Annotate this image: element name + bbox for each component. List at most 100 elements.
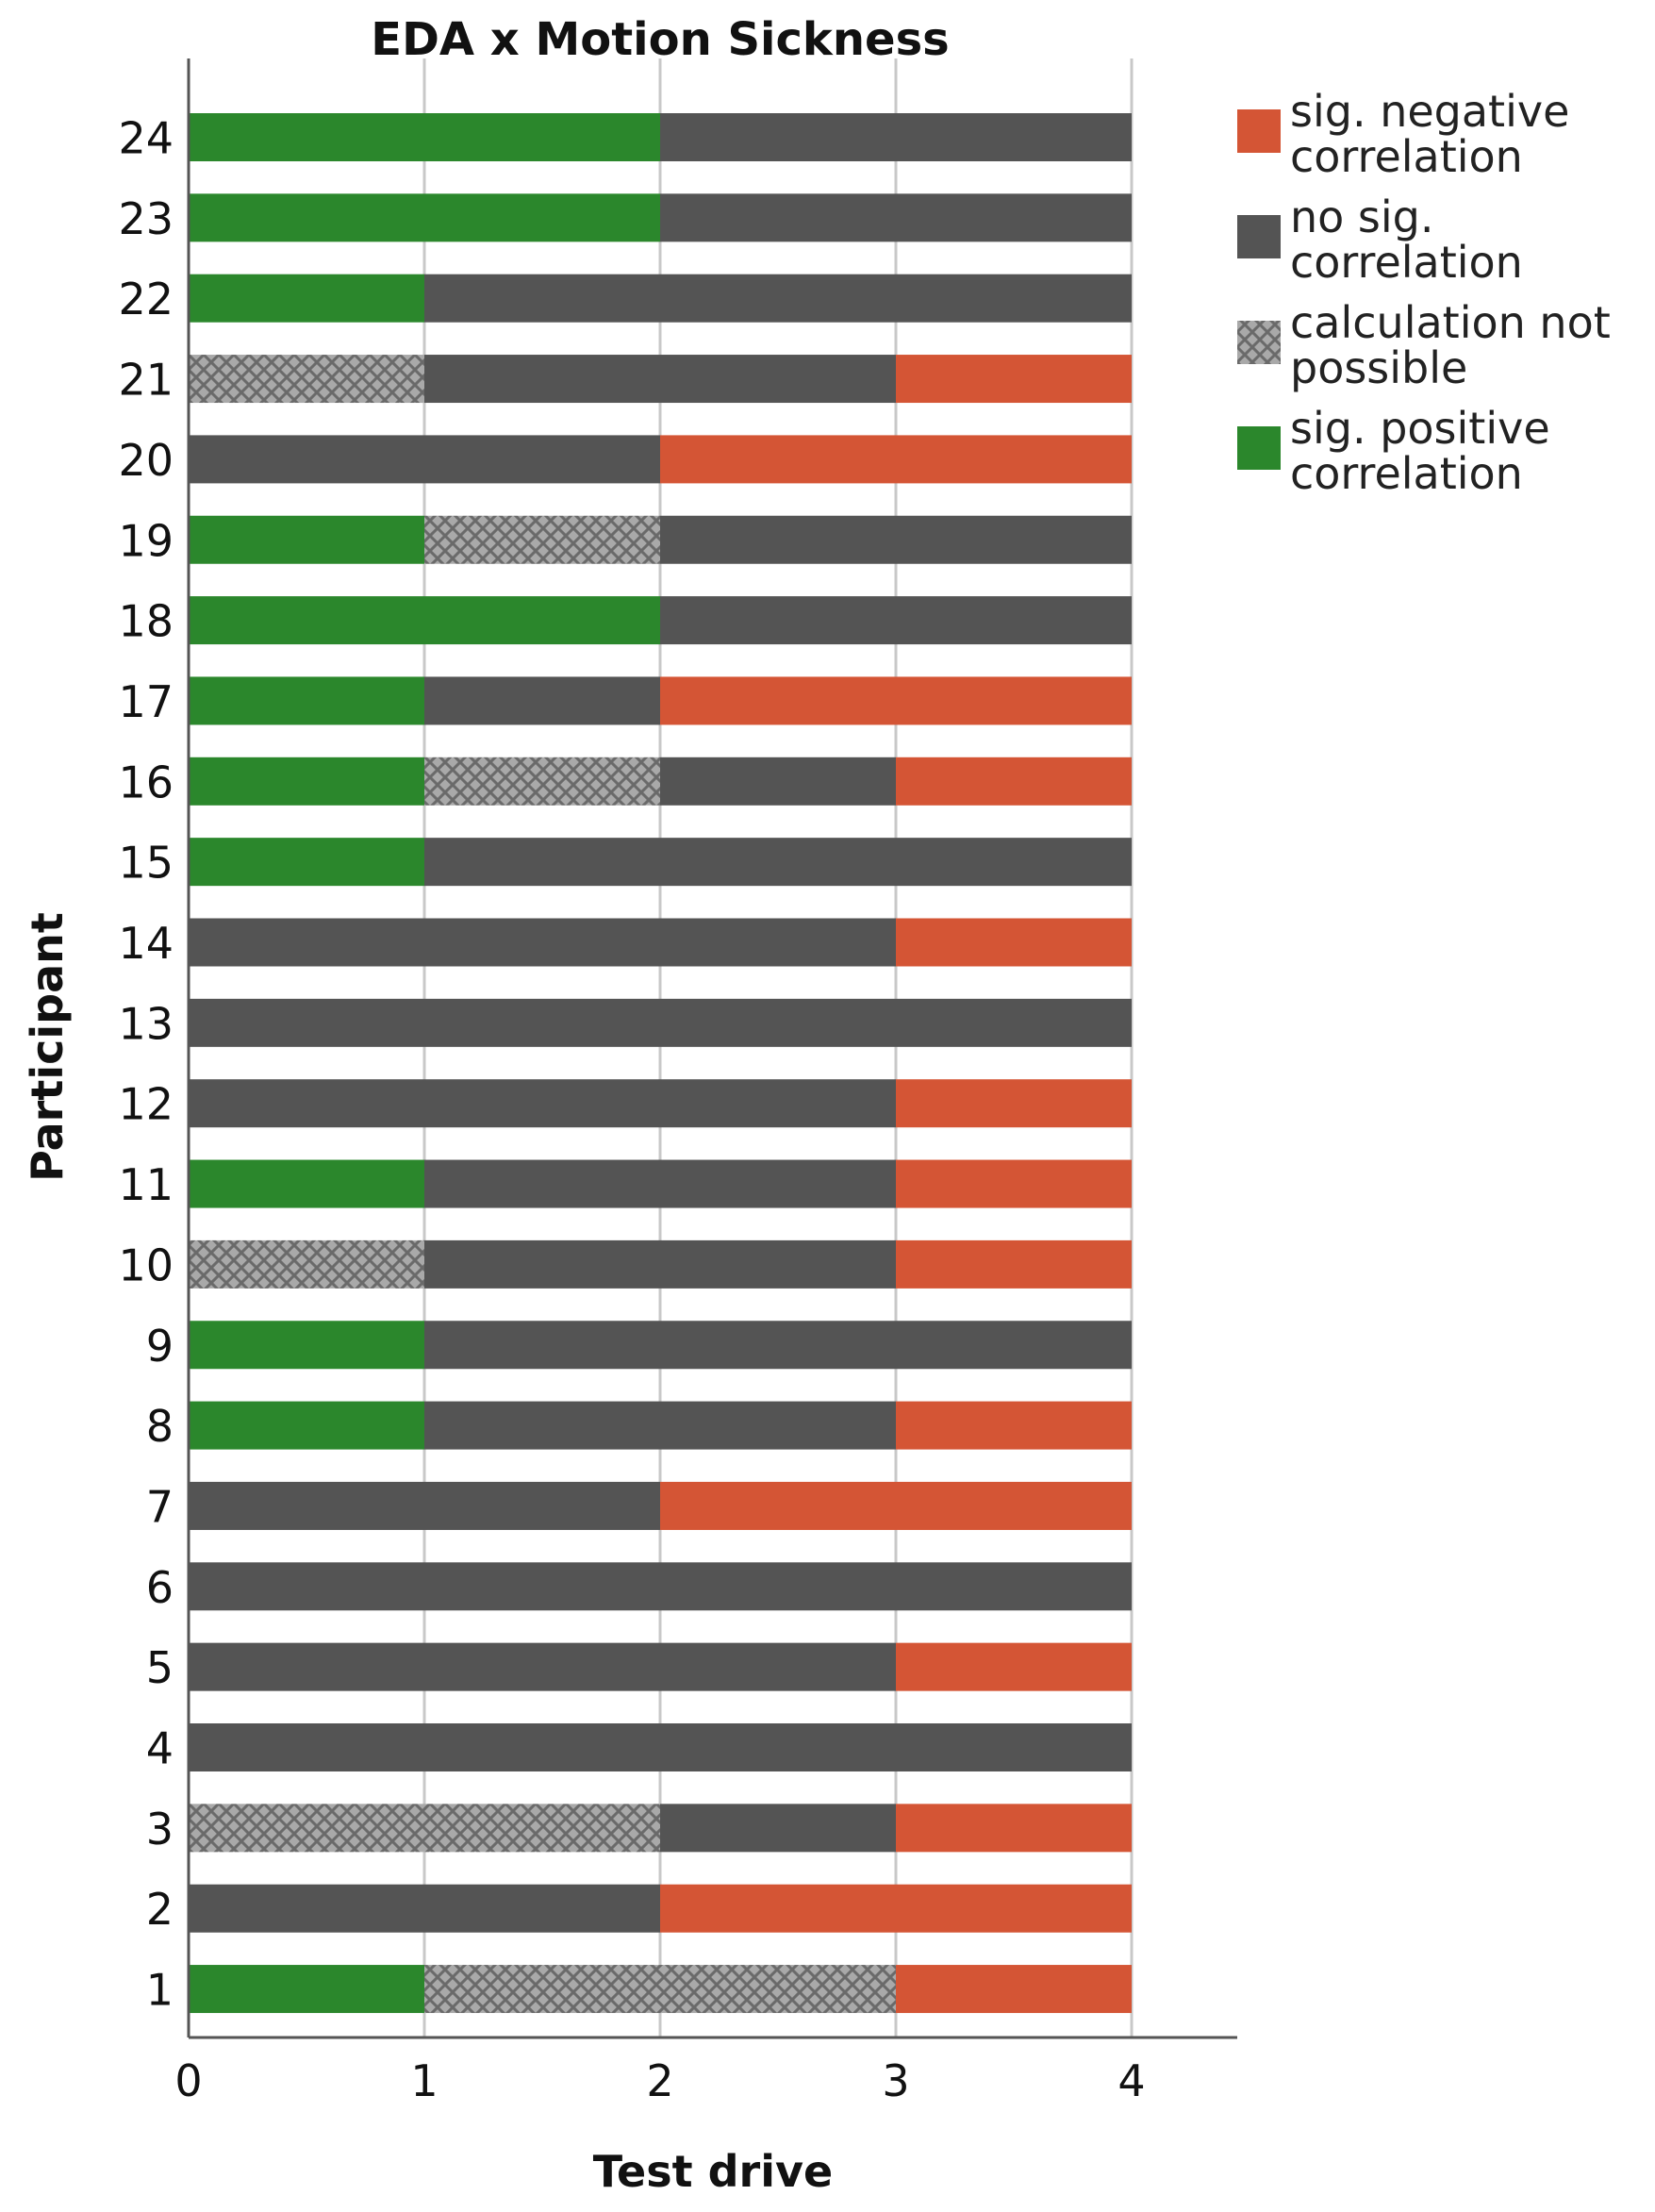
bar-participant-2-drive-4 xyxy=(896,1884,1132,1933)
legend-label: sig. positive xyxy=(1290,403,1550,454)
bar-participant-17-drive-4 xyxy=(896,676,1132,725)
bar-participant-13-drive-3 xyxy=(660,998,896,1047)
bar-participant-24-drive-3 xyxy=(660,113,896,161)
bar-participant-8-drive-4 xyxy=(896,1401,1132,1450)
bar-participant-8-drive-1 xyxy=(189,1401,424,1450)
bar-participant-22-drive-3 xyxy=(660,274,896,323)
bar-participant-22-drive-1 xyxy=(189,274,424,323)
bar-participant-1-drive-3 xyxy=(660,1965,896,2014)
y-axis-label: Participant xyxy=(22,912,73,1182)
bar-participant-19-drive-1 xyxy=(189,515,424,564)
bar-participant-6-drive-4 xyxy=(896,1562,1132,1611)
y-tick-label: 1 xyxy=(146,1965,174,2016)
legend-swatch-neg xyxy=(1237,109,1281,153)
x-axis-label: Test drive xyxy=(593,2146,833,2197)
axes xyxy=(187,58,1237,2039)
bar-participant-2-drive-3 xyxy=(660,1884,896,1933)
bar-participant-4-drive-4 xyxy=(896,1723,1132,1771)
bar-participant-9-drive-4 xyxy=(896,1321,1132,1370)
y-tick-label: 2 xyxy=(146,1884,174,1935)
y-tick-label: 9 xyxy=(146,1321,174,1372)
y-tick-label: 16 xyxy=(118,757,174,807)
bar-participant-9-drive-1 xyxy=(189,1321,424,1370)
bar-participant-23-drive-1 xyxy=(189,193,424,242)
bar-participant-12-drive-1 xyxy=(189,1079,424,1128)
x-tick-label: 4 xyxy=(1117,2055,1145,2106)
legend-swatch-na xyxy=(1237,321,1281,364)
y-tick-label: 5 xyxy=(146,1642,174,1693)
bar-participant-13-drive-2 xyxy=(424,998,660,1047)
bar-participant-7-drive-1 xyxy=(189,1481,424,1530)
y-tick-label: 12 xyxy=(118,1079,174,1130)
bar-participant-1-drive-1 xyxy=(189,1965,424,2014)
y-tick-label: 3 xyxy=(146,1804,174,1854)
bar-participant-8-drive-2 xyxy=(424,1401,660,1450)
y-tick-label: 6 xyxy=(146,1562,174,1613)
y-tick-label: 20 xyxy=(118,435,174,486)
x-tick-label: 0 xyxy=(174,2055,202,2106)
y-tick-label: 14 xyxy=(118,918,174,969)
x-tick-labels: 0 1 2 3 4 xyxy=(174,2055,1145,2106)
bar-participant-16-drive-4 xyxy=(896,757,1132,806)
bar-participant-21-drive-1 xyxy=(189,355,424,404)
y-tick-label: 22 xyxy=(118,274,174,324)
y-tick-label: 19 xyxy=(118,515,174,566)
bar-participant-6-drive-2 xyxy=(424,1562,660,1611)
bar-participant-18-drive-4 xyxy=(896,596,1132,645)
x-tick-label: 1 xyxy=(410,2055,438,2106)
y-tick-label: 4 xyxy=(146,1723,174,1774)
bar-participant-4-drive-1 xyxy=(189,1723,424,1771)
bar-participant-2-drive-1 xyxy=(189,1884,424,1933)
bar-participant-19-drive-2 xyxy=(424,515,660,564)
bar-participant-14-drive-2 xyxy=(424,918,660,967)
bar-participant-20-drive-4 xyxy=(896,435,1132,484)
legend-swatch-pos xyxy=(1237,426,1281,470)
bar-participant-11-drive-4 xyxy=(896,1159,1132,1208)
bar-participant-6-drive-3 xyxy=(660,1562,896,1611)
bar-participant-23-drive-2 xyxy=(424,193,660,242)
y-tick-label: 18 xyxy=(118,596,174,647)
bar-participant-14-drive-3 xyxy=(660,918,896,967)
bar-participant-20-drive-2 xyxy=(424,435,660,484)
bars xyxy=(189,113,1132,2014)
bar-participant-11-drive-2 xyxy=(424,1159,660,1208)
bar-participant-20-drive-3 xyxy=(660,435,896,484)
bar-participant-19-drive-4 xyxy=(896,515,1132,564)
bar-participant-7-drive-2 xyxy=(424,1481,660,1530)
legend-label: correlation xyxy=(1290,448,1523,499)
legend-label: no sig. xyxy=(1290,191,1434,242)
bar-participant-12-drive-2 xyxy=(424,1079,660,1128)
legend-label: correlation xyxy=(1290,131,1523,182)
bar-participant-3-drive-2 xyxy=(424,1804,660,1853)
legend-label: calculation not xyxy=(1290,297,1611,348)
bar-participant-23-drive-4 xyxy=(896,193,1132,242)
bar-participant-24-drive-4 xyxy=(896,113,1132,161)
bar-participant-18-drive-3 xyxy=(660,596,896,645)
y-tick-label: 13 xyxy=(118,998,174,1049)
chart-title: EDA x Motion Sickness xyxy=(371,13,949,66)
bar-participant-7-drive-3 xyxy=(660,1481,896,1530)
bar-participant-21-drive-4 xyxy=(896,355,1132,404)
bar-participant-10-drive-3 xyxy=(660,1239,896,1289)
y-tick-label: 11 xyxy=(118,1159,174,1210)
bar-participant-3-drive-3 xyxy=(660,1804,896,1853)
bar-participant-2-drive-2 xyxy=(424,1884,660,1933)
bar-participant-22-drive-4 xyxy=(896,274,1132,323)
bar-participant-18-drive-1 xyxy=(189,596,424,645)
bar-participant-21-drive-3 xyxy=(660,355,896,404)
legend-swatch-none xyxy=(1237,215,1281,258)
legend-label: sig. negative xyxy=(1290,86,1569,137)
bar-participant-17-drive-1 xyxy=(189,676,424,725)
bar-participant-17-drive-3 xyxy=(660,676,896,725)
bar-participant-24-drive-1 xyxy=(189,113,424,161)
bar-participant-8-drive-3 xyxy=(660,1401,896,1450)
bar-participant-21-drive-2 xyxy=(424,355,660,404)
bar-participant-23-drive-3 xyxy=(660,193,896,242)
bar-participant-10-drive-1 xyxy=(189,1239,424,1289)
bar-participant-4-drive-2 xyxy=(424,1723,660,1771)
legend-label: correlation xyxy=(1290,237,1523,288)
bar-participant-10-drive-2 xyxy=(424,1239,660,1289)
bar-participant-12-drive-4 xyxy=(896,1079,1132,1128)
